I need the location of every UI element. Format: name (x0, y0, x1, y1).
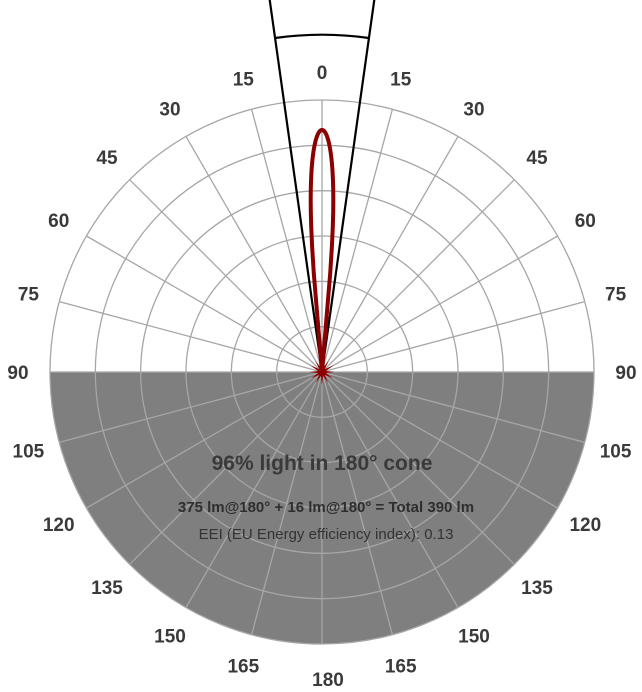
grid-spoke (321, 179, 515, 373)
angle-label-right: 120 (569, 515, 601, 536)
grid-spoke (129, 179, 323, 373)
angle-label-left: 105 (13, 442, 45, 463)
angle-label-right: 105 (600, 442, 632, 463)
angle-label-right: 45 (526, 148, 548, 169)
angle-label-left: 135 (91, 578, 123, 599)
grid-spoke (59, 371, 323, 444)
grid-spoke (321, 235, 558, 373)
cone-edge-right (320, 0, 376, 373)
angle-label-left: 60 (48, 211, 69, 232)
angle-label-left: 30 (159, 100, 180, 121)
beam-cone (268, 0, 376, 373)
polar-grid (49, 99, 595, 645)
grid-spoke (250, 109, 323, 373)
grid-spoke (185, 371, 323, 608)
angle-label-left: 120 (43, 515, 75, 536)
grid-spoke (185, 136, 323, 373)
angle-label-right: 90 (615, 363, 636, 384)
origin-marker (309, 359, 335, 385)
angle-label-left: 75 (18, 284, 40, 305)
grid-spoke (59, 300, 323, 373)
angle-label-0: 0 (317, 63, 328, 84)
angle-label-left: 150 (154, 626, 186, 647)
grid-spoke (86, 371, 323, 509)
angle-label-right: 60 (575, 211, 596, 232)
grid-spoke (321, 136, 459, 373)
chart-headline: 96% light in 180° cone (212, 452, 433, 475)
series-line (308, 127, 336, 374)
grid-spoke (321, 371, 585, 444)
grid-spoke (129, 371, 323, 565)
grid-spoke (321, 371, 459, 608)
angle-label-180: 180 (312, 670, 344, 691)
angle-label-right: 15 (390, 69, 412, 90)
intensity-curve (308, 127, 336, 385)
grid-spoke (321, 109, 394, 373)
grid-spoke (321, 300, 585, 373)
angle-labels: 0 15 30 45 60 75 90 105 120 135 150 165 180 15 30 45 60 7… (7, 63, 636, 691)
angle-label-right: 30 (463, 100, 484, 121)
grid-spoke (321, 371, 394, 635)
cone-arc (274, 33, 370, 40)
eei-value: EEI (EU Energy efficiency index): 0.13 (199, 526, 454, 543)
angle-label-right: 165 (385, 657, 417, 678)
lumen-summary: 375 lm@180° + 16 lm@180° = Total 390 lm (178, 499, 474, 516)
angle-label-left: 15 (233, 69, 255, 90)
grid-spoke (321, 371, 515, 565)
cone-edge-left (268, 0, 324, 373)
grid-spoke (86, 235, 323, 373)
grid-spoke (250, 371, 323, 635)
grid-spoke (321, 371, 558, 509)
angle-label-left: 165 (227, 657, 259, 678)
angle-label-left: 90 (7, 363, 28, 384)
angle-label-right: 75 (605, 284, 627, 305)
angle-label-right: 135 (521, 578, 553, 599)
angle-label-left: 45 (96, 148, 118, 169)
angle-label-right: 150 (458, 626, 490, 647)
